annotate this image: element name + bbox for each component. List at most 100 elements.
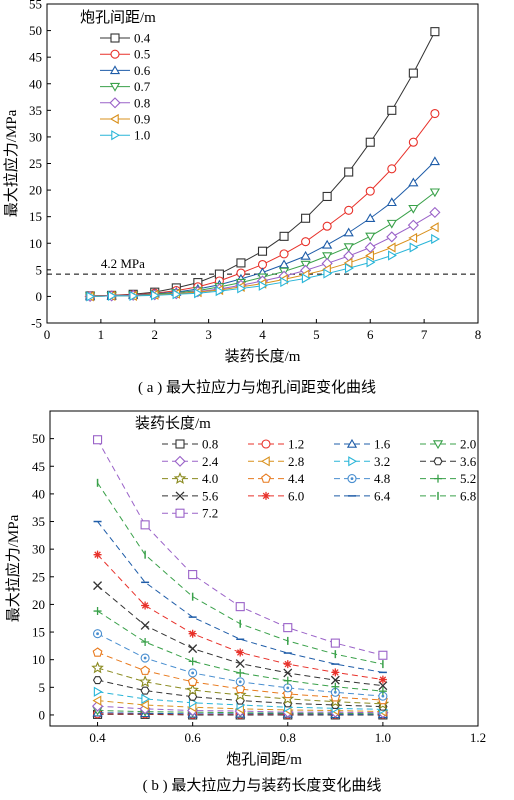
legend-label: 4.4: [288, 471, 305, 486]
legend-marker-dot: [350, 477, 354, 480]
data-point: [188, 570, 198, 580]
legend-marker: [432, 440, 444, 450]
data-point: [283, 683, 293, 693]
data-point: [408, 68, 418, 78]
series-6.0: [93, 550, 387, 684]
data-point: [215, 285, 225, 297]
data-point: [235, 683, 246, 694]
y-tick-label: 35: [32, 514, 45, 529]
data-point: [92, 676, 103, 685]
data-point: [323, 268, 333, 279]
legend-label: 2.0: [460, 437, 476, 452]
data-point: [188, 668, 198, 678]
data-point: [138, 675, 152, 688]
series-line: [97, 482, 383, 665]
legend-marker: [110, 33, 120, 43]
caption-b: ( b ) 最大拉应力与装药长度变化曲线: [143, 776, 382, 794]
data-point: [186, 683, 199, 696]
legend-item: 2.8: [248, 454, 304, 469]
data-point: [301, 273, 311, 284]
legend-item: 6.8: [420, 488, 476, 503]
series-4.8: [93, 629, 388, 701]
data-point-dot: [381, 694, 385, 698]
data-point: [93, 435, 103, 445]
data-point: [258, 280, 268, 291]
data-point: [129, 290, 139, 301]
legend-item: 2.0: [420, 437, 476, 452]
data-point: [330, 638, 340, 648]
legend-item: 1.0: [100, 128, 150, 143]
data-point: [365, 137, 375, 147]
data-point: [279, 231, 289, 241]
legend-item: 3.2: [334, 454, 390, 469]
data-point: [93, 607, 102, 616]
legend-title: 装药长度/m: [135, 415, 211, 432]
legend-item: 0.8: [162, 437, 218, 452]
legend-item: 7.2: [162, 506, 218, 521]
data-point-dot: [143, 656, 147, 660]
legend-item: 4.0: [162, 471, 218, 486]
legend-marker: [109, 113, 119, 125]
legend-marker: [109, 97, 121, 109]
data-point: [93, 581, 103, 591]
data-point: [92, 647, 103, 657]
legend-item: 2.4: [162, 454, 219, 469]
legend: 炮孔间距/m 0.40.50.60.70.8 0.91.0: [80, 9, 156, 143]
data-point: [188, 629, 197, 638]
data-point: [257, 246, 268, 256]
y-tick-label: 45: [29, 50, 42, 65]
x-tick-label: 0.8: [280, 730, 296, 745]
data-point: [331, 682, 340, 691]
legend-label: 0.5: [134, 47, 150, 62]
data-point: [93, 629, 103, 639]
data-point: [408, 204, 419, 214]
data-point: [151, 290, 160, 301]
x-tick-label: 8: [475, 327, 482, 342]
series-1.0: [86, 233, 441, 302]
y-tick-label: 10: [29, 236, 42, 251]
series-5.6: [93, 581, 388, 691]
legend-item: 0.8: [100, 95, 150, 110]
data-point: [330, 675, 340, 685]
data-point: [429, 206, 441, 218]
legend-label: 0.4: [134, 31, 151, 46]
legend-title: 炮孔间距/m: [80, 9, 156, 26]
series-7.2: [93, 435, 388, 660]
data-point: [386, 219, 397, 229]
data-point: [235, 602, 245, 612]
legend-item: 4.4: [248, 471, 305, 486]
x-tick-label: 0.6: [185, 730, 202, 745]
data-point: [322, 252, 333, 262]
data-point: [301, 213, 311, 223]
data-point: [365, 250, 375, 261]
data-point: [283, 660, 292, 669]
data-point: [140, 665, 151, 675]
legend-label: 6.4: [374, 488, 391, 503]
data-point: [140, 686, 150, 695]
legend-marker: [348, 456, 358, 467]
legend-label: 3.6: [460, 454, 477, 469]
data-point: [431, 233, 441, 245]
data-point: [140, 653, 150, 663]
data-point: [278, 259, 290, 269]
legend-marker: [261, 473, 271, 483]
data-point: [429, 156, 441, 166]
legend-label: 5.6: [202, 488, 219, 503]
data-point: [322, 221, 332, 231]
data-point: [408, 232, 418, 244]
data-point: [378, 681, 388, 691]
legend-label: 0.9: [134, 112, 150, 127]
legend-item: 4.8: [334, 471, 390, 486]
data-point: [301, 237, 311, 247]
y-tick-label: 55: [29, 0, 42, 12]
data-point: [322, 239, 333, 249]
legend-label: 4.0: [202, 471, 218, 486]
y-tick-label: 5: [36, 262, 43, 277]
legend-label: 0.6: [134, 63, 151, 78]
legend-label: 0.8: [202, 437, 218, 452]
data-point-dot: [286, 686, 290, 690]
series-line: [97, 554, 383, 681]
series-5.2: [93, 607, 387, 696]
legend-label: 4.8: [374, 471, 390, 486]
